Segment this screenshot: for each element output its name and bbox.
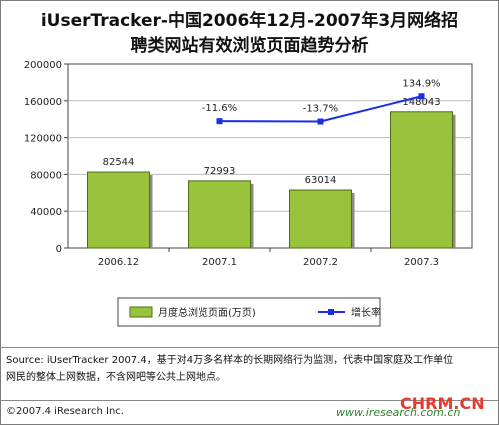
chart-title-line1: iUserTracker-中国2006年12月-2007年3月网络招 xyxy=(40,11,459,31)
bar-value-label: 82544 xyxy=(103,157,135,168)
bar-value-label: 63014 xyxy=(305,175,337,186)
chart-title-line2: 聘类网站有效浏览页面趋势分析 xyxy=(130,36,369,56)
legend-swatch-marker xyxy=(328,309,334,315)
y-tick-label: 160000 xyxy=(24,97,62,108)
legend-label-line: 增长率 xyxy=(351,306,381,319)
y-tick-label: 80000 xyxy=(30,170,62,181)
source-note: Source: iUserTracker 2007.4，基于对4万多名样本的长期… xyxy=(6,352,494,386)
x-tick-label: 2006.12 xyxy=(98,257,139,268)
growth-rate-marker xyxy=(317,118,324,125)
legend-swatch-bar xyxy=(129,306,153,318)
y-tick-label: 200000 xyxy=(24,60,62,71)
legend-label-bar: 月度总浏览页面(万页) xyxy=(158,306,256,319)
bar-value-label: 72993 xyxy=(204,166,236,177)
chart-svg: 0 40000 80000 120000 160000 200000 82544 2006.1… xyxy=(24,60,473,327)
bar-value-label: 148043 xyxy=(402,97,440,108)
x-tick-label: 2007.3 xyxy=(404,257,439,268)
y-tick-label: 0 xyxy=(56,244,62,255)
source-line-2: 网民的整体上网数据，不含网吧等公共上网地点。 xyxy=(6,372,226,383)
website-url: www.iresearch.com.cn xyxy=(336,406,461,419)
source-separator xyxy=(0,347,499,348)
footer-separator xyxy=(0,400,499,401)
x-tick-label: 2007.2 xyxy=(303,257,338,268)
x-tick-label: 2007.1 xyxy=(202,257,237,268)
growth-rate-label: -13.7% xyxy=(303,104,338,115)
growth-rate-label: -11.6% xyxy=(202,103,237,114)
growth-rate-label: 134.9% xyxy=(402,78,440,89)
bar xyxy=(289,189,352,249)
source-line-1: Source: iUserTracker 2007.4，基于对4万多名样本的长期… xyxy=(6,355,454,366)
watermark-logo: CHRM.CN xyxy=(400,394,485,413)
copyright-text: ©2007.4 iResearch Inc. xyxy=(6,406,124,417)
bar xyxy=(188,180,251,249)
growth-rate-marker xyxy=(418,93,425,100)
growth-rate-marker xyxy=(216,118,223,125)
y-tick-label: 40000 xyxy=(30,207,62,218)
y-tick-label: 120000 xyxy=(24,134,62,145)
bar xyxy=(87,171,150,249)
bar xyxy=(390,111,453,249)
